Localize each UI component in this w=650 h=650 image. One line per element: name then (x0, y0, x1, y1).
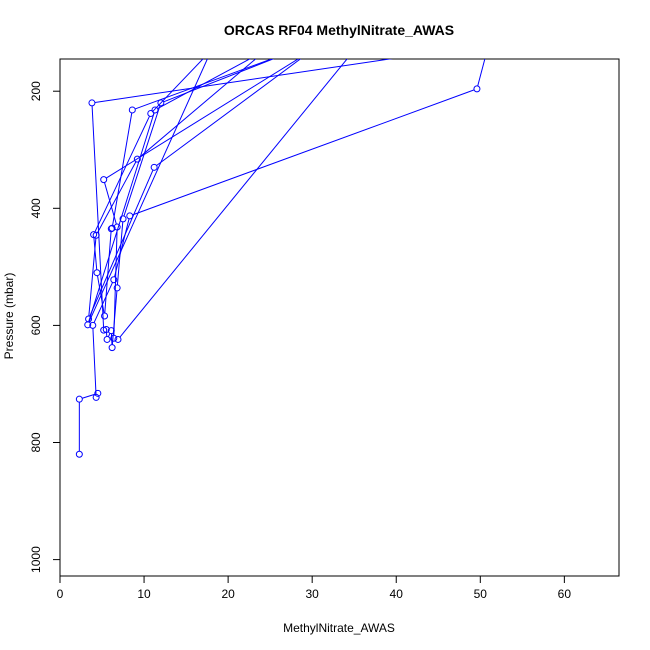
data-point (94, 389, 102, 397)
data-point (102, 326, 110, 334)
series-line-segment (104, 182, 117, 225)
data-point (208, 47, 214, 53)
series-line-segment (104, 231, 112, 314)
x-tick-label: 0 (57, 587, 64, 601)
data-point (309, 47, 315, 53)
data-point (113, 223, 121, 231)
series-line-segment (152, 59, 204, 112)
y-tick-label: 1000 (29, 546, 43, 573)
plot-area-border (59, 58, 620, 577)
data-point (151, 106, 159, 114)
series-line-segment (94, 59, 393, 103)
data-point (263, 47, 269, 53)
data-point (157, 99, 165, 107)
series-line-segment (97, 275, 105, 314)
data-point (113, 284, 121, 292)
series-line-segment (105, 59, 299, 179)
series-line-segment (93, 282, 113, 323)
series-line-segment (477, 59, 486, 87)
y-tick-label: 400 (29, 198, 43, 218)
x-tick-label: 30 (306, 587, 320, 601)
series-line-segment (107, 333, 111, 337)
data-point (114, 335, 122, 343)
data-point (147, 109, 155, 117)
y-tick-label: 200 (29, 81, 43, 101)
series-line-segment (114, 218, 130, 277)
data-point (351, 47, 357, 53)
series-line-segment (82, 393, 96, 399)
x-axis-label: MethylNitrate_AWAS (283, 621, 395, 635)
series-line-segment (88, 112, 155, 323)
y-tick-label: 600 (29, 315, 43, 335)
series-line-segment (89, 169, 154, 317)
data-point (110, 276, 118, 284)
x-tick-label: 20 (221, 587, 235, 601)
data-point (75, 395, 83, 403)
series-line-segment (157, 59, 251, 109)
data-point (150, 163, 158, 171)
data-point (103, 335, 111, 343)
data-point (101, 312, 109, 320)
series-line-segment (139, 59, 257, 158)
x-tick-label: 10 (137, 587, 151, 601)
x-tick-label: 40 (390, 587, 404, 601)
series-line-segment (91, 105, 105, 328)
data-point (119, 215, 127, 223)
data-point (100, 176, 108, 184)
series-line-segment (134, 59, 273, 110)
data-point (126, 212, 134, 220)
series-group (75, 41, 492, 458)
x-tick-label: 50 (474, 587, 488, 601)
series-line-segment (97, 161, 137, 233)
data-point (88, 99, 96, 107)
y-axis: 200 400 600 800 1000 (29, 81, 61, 573)
data-point (93, 269, 101, 277)
series-line-segment (93, 237, 98, 270)
data-point (92, 393, 100, 401)
series-line-segment (156, 59, 302, 166)
series-line-segment (88, 59, 208, 323)
x-tick-label: 60 (558, 587, 572, 601)
x-axis: 0 10 20 30 40 50 60 (57, 575, 572, 601)
y-axis-label: Pressure (mbar) (2, 273, 16, 360)
data-point (473, 85, 481, 93)
series-line-segment (110, 333, 113, 345)
series-line-segment (123, 105, 161, 217)
series-line-segment (112, 112, 133, 226)
chart-title: ORCAS RF04 MethylNitrate_AWAS (224, 22, 454, 38)
series-line-segment (88, 238, 97, 317)
data-point (133, 155, 141, 163)
series-line-segment (94, 115, 150, 233)
data-point (128, 106, 136, 114)
series-line-segment (119, 59, 348, 338)
data-point (486, 41, 492, 47)
data-point (292, 47, 298, 53)
data-point (75, 450, 83, 458)
data-point (85, 315, 93, 323)
data-point (108, 344, 116, 352)
series-line-segment (132, 89, 475, 216)
data-point (110, 334, 118, 342)
data-point (107, 327, 115, 335)
series-line-segment (92, 328, 97, 395)
y-tick-label: 800 (29, 432, 43, 452)
data-point (89, 321, 97, 329)
plot-area (75, 41, 492, 458)
data-point (92, 231, 100, 239)
